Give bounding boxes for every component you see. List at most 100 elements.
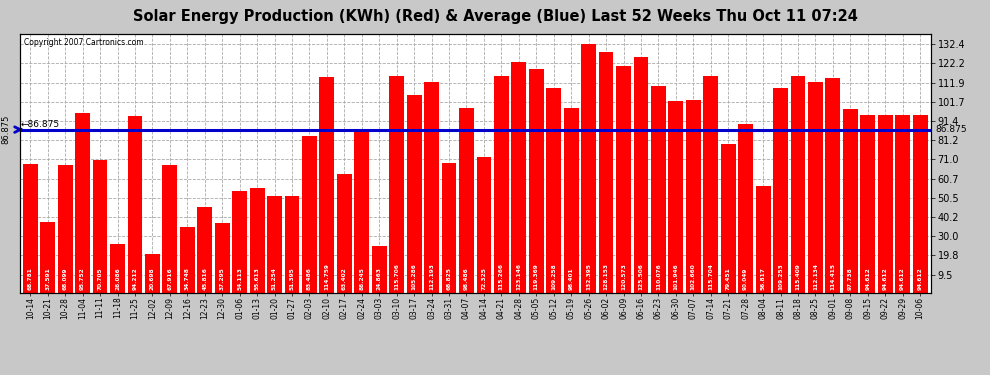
Bar [703,75,718,292]
Text: 20.698: 20.698 [149,267,154,290]
Bar [913,115,928,292]
Text: Solar Energy Production (KWh) (Red) & Average (Blue) Last 52 Weeks Thu Oct 11 07: Solar Energy Production (KWh) (Red) & Av… [133,9,857,24]
Bar [442,164,456,292]
Text: 37.295: 37.295 [220,267,225,290]
Bar [459,108,474,292]
Bar [529,69,544,292]
Text: 68.781: 68.781 [28,267,33,290]
Text: 97.738: 97.738 [847,267,852,290]
Bar [878,115,893,292]
Bar [407,95,422,292]
Bar [180,227,195,292]
Bar [512,62,527,292]
Text: 94.612: 94.612 [865,267,870,290]
Bar [739,124,753,292]
Text: 110.076: 110.076 [656,263,661,290]
Text: 68.099: 68.099 [62,267,67,290]
Text: 51.254: 51.254 [272,267,277,290]
Text: 105.286: 105.286 [412,263,417,290]
Bar [791,76,806,292]
Text: 102.660: 102.660 [691,263,696,290]
Text: 132.395: 132.395 [586,263,591,290]
Bar [389,75,404,292]
Text: 98.486: 98.486 [464,267,469,290]
Bar [826,78,841,292]
Bar [23,164,38,292]
Bar [860,115,875,292]
Bar [110,244,125,292]
Bar [581,44,596,292]
Text: 54.113: 54.113 [238,267,243,290]
Bar [197,207,212,292]
Text: 114.415: 114.415 [831,263,836,290]
Bar [895,115,910,292]
Bar [476,157,491,292]
Text: 115.706: 115.706 [394,263,399,290]
Text: 86.875: 86.875 [936,125,967,134]
Bar [215,223,230,292]
Text: 70.705: 70.705 [98,267,103,290]
Bar [354,131,369,292]
Bar [75,113,90,292]
Bar [372,246,387,292]
Bar [616,66,631,292]
Bar [41,222,55,292]
Text: 26.086: 26.086 [115,267,120,290]
Text: 115.266: 115.266 [499,263,504,290]
Text: 114.759: 114.759 [325,263,330,290]
Bar [57,165,72,292]
Text: 90.049: 90.049 [743,267,748,290]
Text: 56.817: 56.817 [760,267,765,290]
Text: 86.245: 86.245 [359,267,364,290]
Bar [755,186,770,292]
Text: 24.863: 24.863 [377,267,382,290]
Text: 94.212: 94.212 [133,267,138,290]
Text: 115.704: 115.704 [708,263,713,290]
Text: 95.752: 95.752 [80,267,85,290]
Bar [128,116,143,292]
Text: 79.451: 79.451 [726,267,731,290]
Bar [808,82,823,292]
Bar [634,57,648,292]
Text: 123.146: 123.146 [517,263,522,290]
Text: 86.875: 86.875 [2,115,11,144]
Bar [93,160,108,292]
Bar [320,77,335,292]
Text: 67.916: 67.916 [167,267,172,290]
Bar [651,86,666,292]
Text: 101.946: 101.946 [673,263,678,290]
Bar [686,100,701,292]
Bar [337,174,351,292]
Text: 45.816: 45.816 [202,267,207,290]
Bar [162,165,177,292]
Text: 128.153: 128.153 [604,263,609,290]
Bar [284,196,299,292]
Bar [302,136,317,292]
Text: 55.613: 55.613 [254,267,259,290]
Text: 115.409: 115.409 [796,263,801,290]
Bar [546,88,561,292]
Text: Copyright 2007 Cartronics.com: Copyright 2007 Cartronics.com [25,38,144,46]
Text: 112.193: 112.193 [429,263,434,290]
Text: ←86.875: ←86.875 [20,120,59,129]
Text: 68.825: 68.825 [446,267,451,290]
Bar [249,188,264,292]
Text: 72.325: 72.325 [481,267,486,290]
Bar [668,101,683,292]
Text: 51.395: 51.395 [289,267,294,290]
Text: 37.591: 37.591 [46,267,50,290]
Text: 83.486: 83.486 [307,267,312,290]
Text: 63.402: 63.402 [342,267,346,290]
Bar [494,76,509,292]
Bar [563,108,578,292]
Bar [721,144,736,292]
Bar [267,196,282,292]
Bar [424,82,439,292]
Text: 109.258: 109.258 [551,263,556,290]
Bar [233,191,248,292]
Text: 120.573: 120.573 [621,263,626,290]
Text: 112.134: 112.134 [813,263,818,290]
Bar [599,52,614,292]
Text: 98.401: 98.401 [568,267,573,290]
Bar [145,254,159,292]
